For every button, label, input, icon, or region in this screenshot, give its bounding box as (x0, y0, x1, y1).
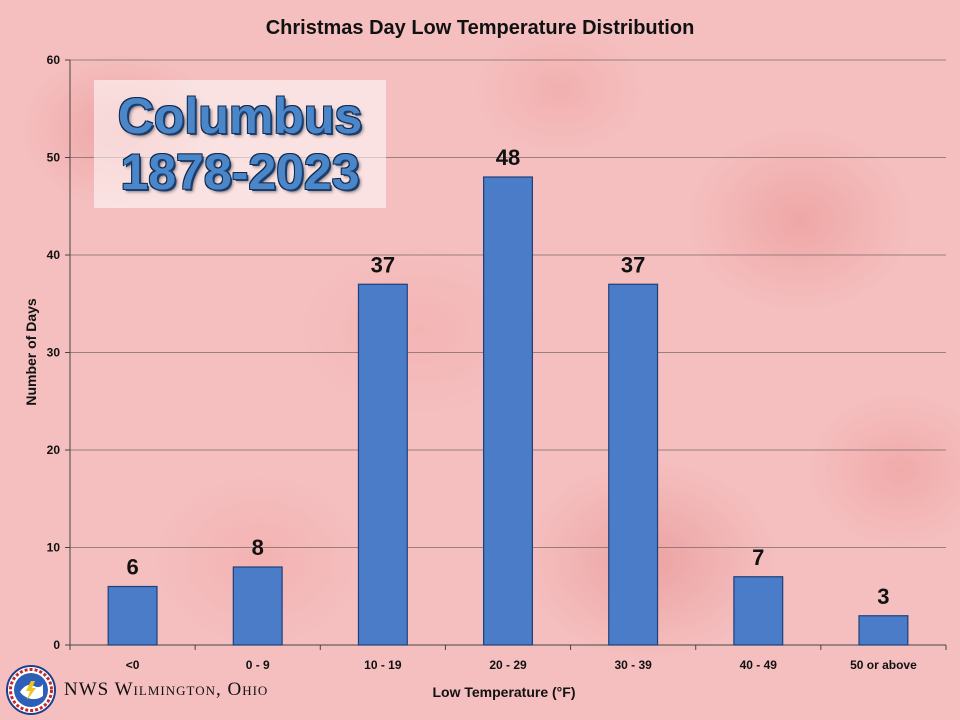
bars (107, 176, 909, 646)
y-tick-label: 60 (47, 53, 61, 67)
bar (107, 585, 158, 646)
y-tick-label: 20 (47, 443, 61, 457)
chart-title: Christmas Day Low Temperature Distributi… (266, 17, 695, 39)
y-axis-label: Number of Days (23, 298, 39, 406)
data-label: 37 (371, 252, 395, 277)
y-tick-label: 0 (53, 638, 60, 652)
location-inset: Columbus 1878-2023 (94, 80, 386, 208)
y-tick-label: 10 (47, 541, 61, 555)
x-tick-label: 0 - 9 (246, 658, 270, 672)
bar (608, 283, 659, 646)
bar (357, 283, 408, 646)
x-axis-label: Low Temperature (°F) (432, 684, 575, 700)
bar (232, 566, 283, 646)
data-label: 48 (496, 145, 520, 170)
x-tick-label: 40 - 49 (740, 658, 778, 672)
inset-location: Columbus (117, 88, 363, 144)
y-tick-labels: 0 10 20 30 40 50 60 (47, 53, 61, 652)
x-tick-label: 30 - 39 (614, 658, 652, 672)
data-label: 7 (752, 545, 764, 570)
bar (482, 176, 534, 646)
data-label: 37 (621, 252, 645, 277)
data-label: 6 (126, 555, 138, 580)
data-labels: 6 8 37 48 37 7 3 (126, 145, 889, 609)
y-tick-label: 40 (47, 248, 61, 262)
x-tick-label: 20 - 29 (489, 658, 527, 672)
x-tick-label: 50 or above (850, 658, 917, 672)
data-label: 8 (252, 535, 264, 560)
bar (858, 615, 909, 646)
footer: NWS Wilmington, Ohio (6, 664, 366, 716)
x-tick-label: <0 (126, 658, 140, 672)
inset-years: 1878-2023 (120, 144, 360, 200)
y-tick-label: 30 (47, 346, 61, 360)
data-label: 3 (877, 584, 889, 609)
bar (733, 576, 784, 646)
x-tick-labels: <0 0 - 9 10 - 19 20 - 29 30 - 39 40 - 49 50 or… (126, 658, 917, 672)
x-tick-label: 10 - 19 (364, 658, 402, 672)
footer-credit: NWS Wilmington, Ohio (64, 679, 269, 700)
nws-logo-icon (6, 665, 56, 715)
y-tick-label: 50 (47, 151, 61, 165)
